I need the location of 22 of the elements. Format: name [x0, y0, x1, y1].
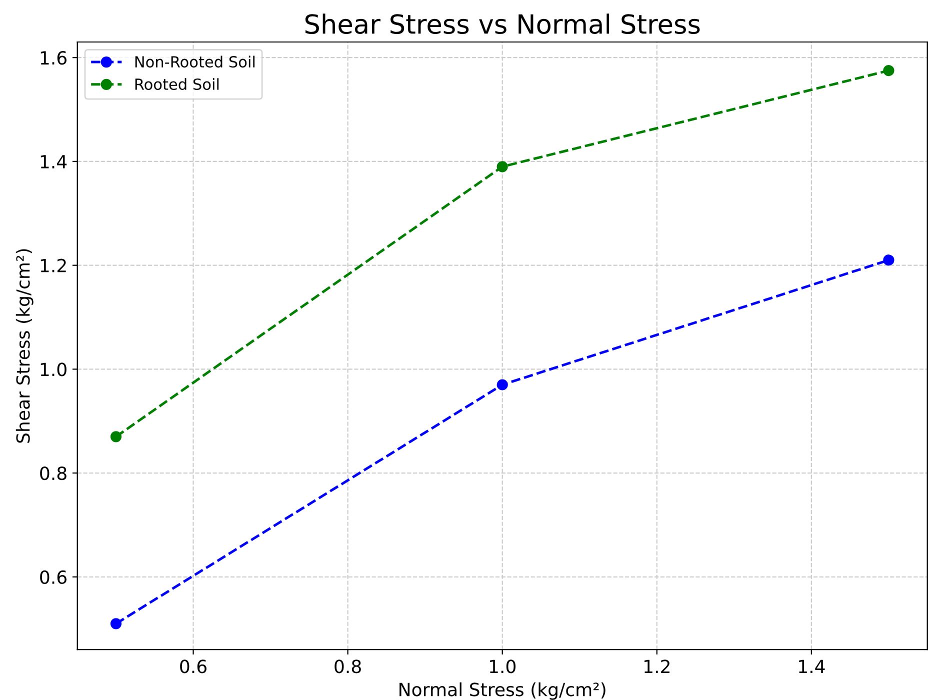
chart-title: Shear Stress vs Normal Stress — [305, 14, 700, 34]
x-tick-label: 0.6 — [180, 660, 206, 674]
point — [496, 161, 508, 172]
y-tick-label: 1.0 — [40, 362, 66, 376]
legend-label: Non-Rooted Soil — [135, 56, 255, 68]
x-tick-label: 1.4 — [799, 660, 825, 674]
point — [496, 379, 508, 390]
y-axis-title: Shear Stress (kg/cm²) — [16, 249, 34, 443]
x-tick-label: 1.0 — [490, 660, 516, 674]
legend-label: Rooted Soil — [135, 78, 219, 90]
point — [110, 618, 122, 630]
y-tick-label: 1.2 — [40, 258, 66, 272]
point — [883, 65, 894, 76]
x-tick-label: 0.8 — [334, 660, 361, 674]
y-tick-label: 0.8 — [40, 466, 66, 480]
x-axis-title: Normal Stress (kg/cm²) — [400, 682, 606, 700]
point — [110, 431, 122, 442]
y-tick-label: 1.6 — [40, 51, 66, 65]
y-tick-label: 1.4 — [40, 155, 67, 168]
y-tick-label: 0.6 — [40, 570, 66, 584]
x-tick-label: 1.2 — [644, 660, 670, 674]
point — [883, 254, 894, 266]
